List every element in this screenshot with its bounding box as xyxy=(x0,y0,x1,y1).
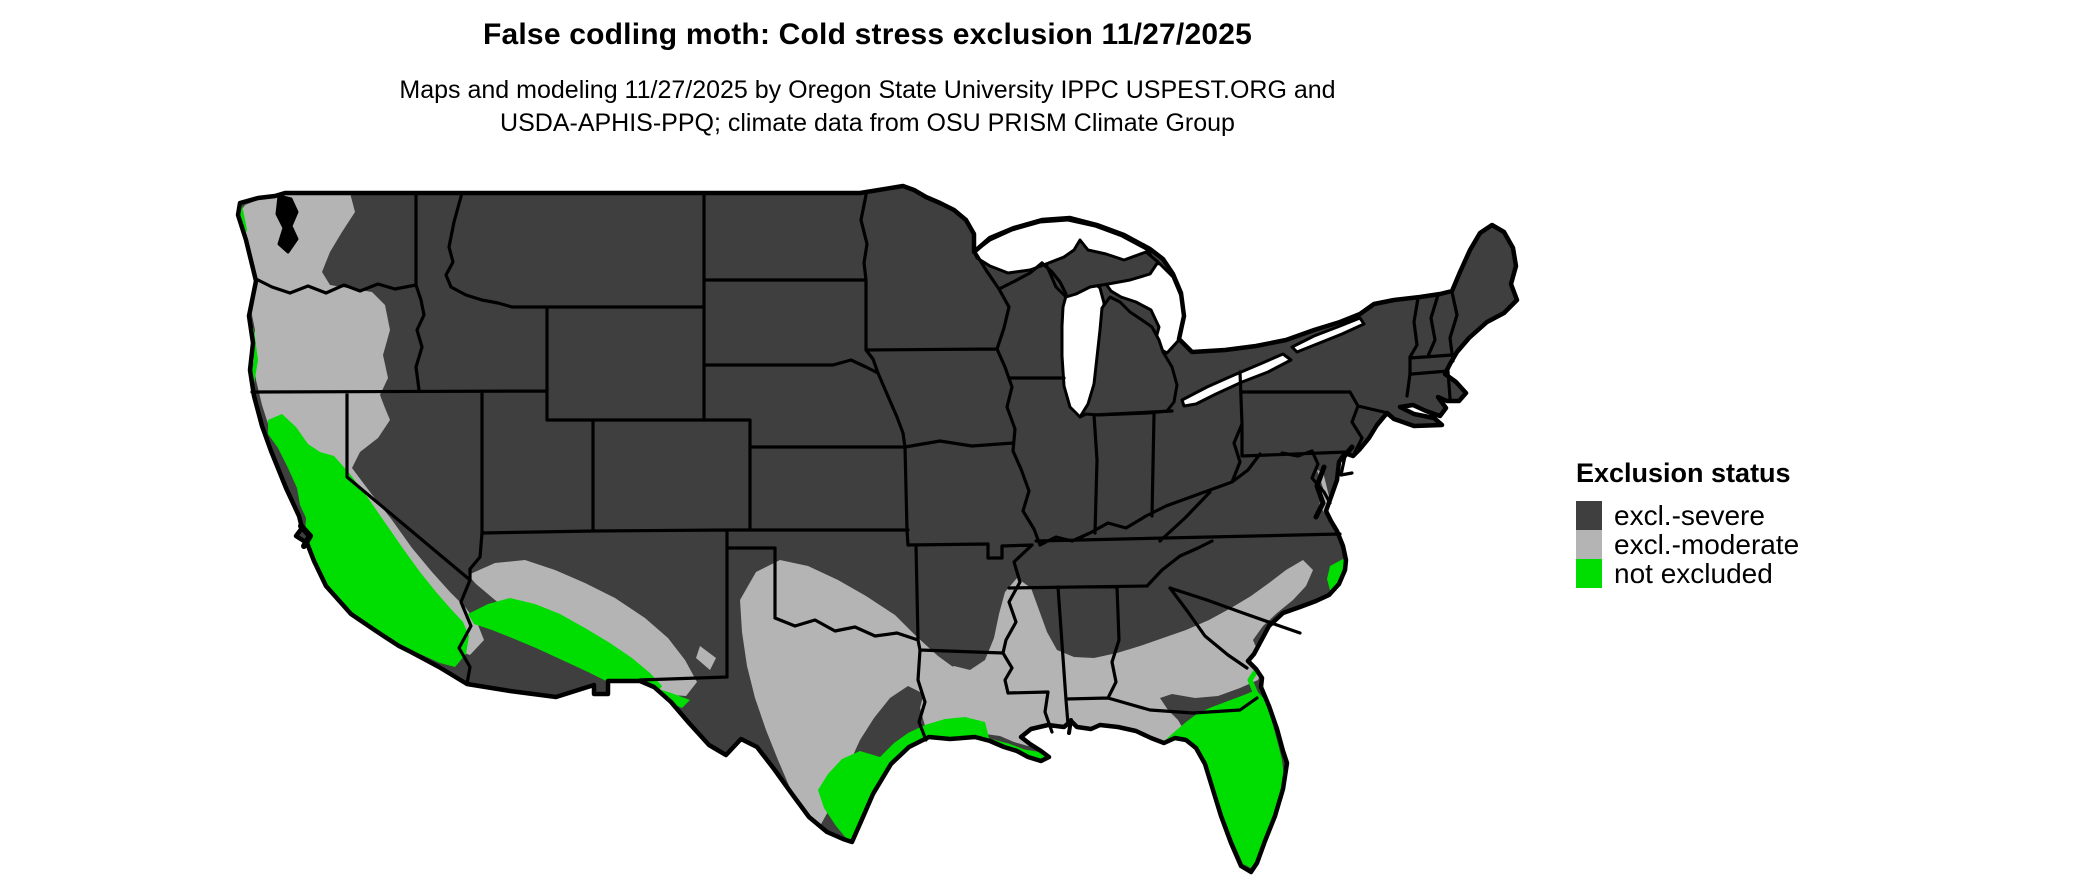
legend-swatch-moderate xyxy=(1576,530,1602,559)
legend: Exclusion status excl.-severe excl.-mode… xyxy=(1576,458,1799,588)
green-south-texas xyxy=(818,717,990,842)
water-detail-strokes xyxy=(275,194,1355,735)
green-california xyxy=(268,414,469,667)
state-borders xyxy=(250,191,1459,742)
nation-outline xyxy=(235,183,1520,875)
moderate-gulf-southeast-band xyxy=(920,560,1313,750)
map-subtitle-line1: Maps and modeling 11/27/2025 by Oregon S… xyxy=(399,76,1336,104)
puget-sound-detail xyxy=(275,194,299,254)
chesapeake-bay-detail xyxy=(1313,464,1327,520)
legend-item-severe: excl.-severe xyxy=(1576,501,1799,530)
green-florida-peninsula xyxy=(1160,690,1284,869)
legend-item-not-excluded: not excluded xyxy=(1576,559,1799,588)
legend-label-not-excluded: not excluded xyxy=(1614,558,1773,589)
map-subtitle: Maps and modeling 11/27/2025 by Oregon S… xyxy=(95,74,1640,140)
moderate-texas xyxy=(740,560,1000,833)
green-florida-keys xyxy=(1197,869,1235,872)
lake-ontario xyxy=(1290,316,1366,354)
michigan-upper-peninsula xyxy=(1044,238,1160,299)
legend-title: Exclusion status xyxy=(1576,458,1791,488)
san-francisco-bay-detail xyxy=(298,523,313,549)
delaware-bay-detail xyxy=(1339,444,1355,462)
moderate-newmexico-patch xyxy=(638,646,680,678)
map-header: False codling moth: Cold stress exclusio… xyxy=(95,0,1640,140)
legend-swatch-not-excluded xyxy=(1576,559,1602,588)
legend-item-moderate: excl.-moderate xyxy=(1576,530,1799,559)
map-title: False codling moth: Cold stress exclusio… xyxy=(482,18,1252,51)
green-arizona xyxy=(468,598,662,696)
legend-label-severe: excl.-severe xyxy=(1614,500,1765,531)
legend-label-moderate: excl.-moderate xyxy=(1614,529,1800,560)
moderate-pacific-northwest xyxy=(238,193,484,655)
moderate-westtexas-patch xyxy=(696,646,716,670)
lake-erie xyxy=(1180,352,1293,408)
green-newmexico-spot xyxy=(656,688,690,708)
state-michigan xyxy=(1044,238,1179,419)
legend-swatch-severe xyxy=(1576,501,1602,530)
map-subtitle-line2: USDA-APHIS-PPQ; climate data from OSU PR… xyxy=(500,109,1235,137)
mobile-bay-detail xyxy=(1067,718,1073,735)
